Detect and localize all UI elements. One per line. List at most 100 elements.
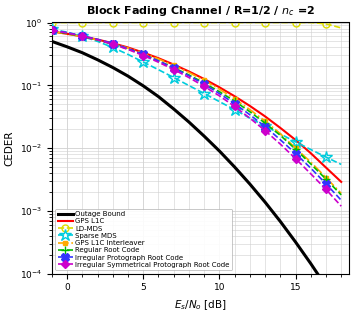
- Irregular Protograph Root Code: [95, 37, 100, 41]
- Sparse MDS: [233, 108, 237, 112]
- LD-MDS: [309, 21, 313, 24]
- Sparse MDS: [187, 84, 191, 88]
- Outage Bound: [309, 262, 313, 265]
- Sparse MDS: [172, 76, 176, 79]
- Sparse MDS: [126, 52, 130, 56]
- GPS L1C: [217, 85, 222, 89]
- Irregular Protograph Root Code: [187, 74, 191, 78]
- Irregular Symmetrical Protograph Root Code: [233, 105, 237, 108]
- GPS L1C: [278, 126, 282, 130]
- Outage Bound: [80, 51, 84, 55]
- Line: GPS L1C Interleaver: GPS L1C Interleaver: [50, 29, 343, 196]
- GPS L1C Interleaver: [172, 64, 176, 67]
- Title: Block Fading Channel / R=1/2 / $n_c$ =2: Block Fading Channel / R=1/2 / $n_c$ =2: [86, 4, 315, 18]
- Irregular Symmetrical Protograph Root Code: [141, 54, 145, 58]
- Regular Root Code: [248, 110, 252, 113]
- Regular Root Code: [217, 90, 222, 94]
- GPS L1C: [95, 38, 100, 41]
- Irregular Protograph Root Code: [111, 42, 115, 46]
- LD-MDS: [80, 21, 84, 24]
- Irregular Protograph Root Code: [324, 182, 328, 186]
- Sparse MDS: [309, 148, 313, 151]
- Irregular Protograph Root Code: [156, 59, 161, 63]
- Irregular Protograph Root Code: [217, 92, 222, 95]
- Outage Bound: [233, 165, 237, 169]
- GPS L1C: [65, 32, 69, 36]
- LD-MDS: [65, 21, 69, 24]
- Outage Bound: [248, 182, 252, 186]
- LD-MDS: [172, 21, 176, 24]
- Irregular Protograph Root Code: [233, 102, 237, 106]
- X-axis label: $E_s/N_o$ [dB]: $E_s/N_o$ [dB]: [174, 298, 227, 312]
- Sparse MDS: [217, 100, 222, 104]
- Irregular Symmetrical Protograph Root Code: [80, 34, 84, 38]
- GPS L1C: [172, 63, 176, 66]
- Outage Bound: [95, 58, 100, 62]
- Outage Bound: [126, 74, 130, 78]
- Regular Root Code: [339, 193, 343, 197]
- Regular Root Code: [172, 66, 176, 70]
- Outage Bound: [172, 107, 176, 111]
- Regular Root Code: [263, 121, 267, 125]
- Legend: Outage Bound, GPS L1C, LD-MDS, Sparse MDS, GPS L1C Interleaver, Regular Root Cod: Outage Bound, GPS L1C, LD-MDS, Sparse MD…: [55, 209, 232, 270]
- GPS L1C Interleaver: [293, 146, 298, 150]
- Outage Bound: [202, 134, 206, 138]
- GPS L1C Interleaver: [339, 191, 343, 195]
- Regular Root Code: [156, 59, 161, 63]
- LD-MDS: [111, 21, 115, 24]
- Irregular Symmetrical Protograph Root Code: [248, 116, 252, 120]
- GPS L1C: [248, 104, 252, 108]
- GPS L1C: [233, 94, 237, 98]
- Outage Bound: [217, 149, 222, 153]
- Regular Root Code: [324, 177, 328, 181]
- Irregular Symmetrical Protograph Root Code: [126, 48, 130, 52]
- Regular Root Code: [233, 99, 237, 103]
- GPS L1C: [263, 114, 267, 118]
- Irregular Symmetrical Protograph Root Code: [217, 94, 222, 98]
- Irregular Symmetrical Protograph Root Code: [202, 84, 206, 88]
- Y-axis label: CEDER: CEDER: [4, 131, 14, 166]
- LD-MDS: [141, 21, 145, 24]
- GPS L1C: [339, 180, 343, 184]
- Irregular Protograph Root Code: [278, 138, 282, 142]
- LD-MDS: [202, 21, 206, 24]
- GPS L1C Interleaver: [126, 46, 130, 50]
- Line: Irregular Protograph Root Code: Irregular Protograph Root Code: [48, 26, 345, 204]
- Line: Irregular Symmetrical Protograph Root Code: Irregular Symmetrical Protograph Root Co…: [49, 27, 344, 209]
- Line: Sparse MDS: Sparse MDS: [46, 23, 347, 171]
- Outage Bound: [324, 284, 328, 288]
- Sparse MDS: [156, 68, 161, 72]
- GPS L1C Interleaver: [278, 132, 282, 136]
- GPS L1C: [80, 34, 84, 38]
- Line: GPS L1C: GPS L1C: [52, 32, 341, 182]
- GPS L1C Interleaver: [324, 176, 328, 179]
- Outage Bound: [111, 66, 115, 70]
- Irregular Protograph Root Code: [263, 125, 267, 129]
- GPS L1C Interleaver: [263, 119, 267, 123]
- Irregular Symmetrical Protograph Root Code: [339, 204, 343, 208]
- Sparse MDS: [293, 140, 298, 144]
- LD-MDS: [293, 21, 298, 24]
- GPS L1C: [293, 138, 298, 142]
- Regular Root Code: [111, 42, 115, 46]
- Sparse MDS: [141, 60, 145, 64]
- Outage Bound: [339, 309, 343, 313]
- LD-MDS: [126, 21, 130, 24]
- Sparse MDS: [278, 132, 282, 136]
- Irregular Symmetrical Protograph Root Code: [324, 187, 328, 191]
- Sparse MDS: [248, 116, 252, 120]
- LD-MDS: [50, 21, 54, 24]
- GPS L1C: [50, 30, 54, 33]
- LD-MDS: [217, 21, 222, 24]
- Irregular Protograph Root Code: [248, 113, 252, 117]
- GPS L1C Interleaver: [248, 108, 252, 112]
- LD-MDS: [187, 21, 191, 24]
- Sparse MDS: [95, 40, 100, 43]
- Line: LD-MDS: LD-MDS: [48, 19, 345, 31]
- Outage Bound: [156, 95, 161, 99]
- Sparse MDS: [111, 46, 115, 49]
- GPS L1C Interleaver: [233, 97, 237, 101]
- LD-MDS: [156, 21, 161, 24]
- Irregular Symmetrical Protograph Root Code: [293, 157, 298, 161]
- Irregular Protograph Root Code: [202, 82, 206, 86]
